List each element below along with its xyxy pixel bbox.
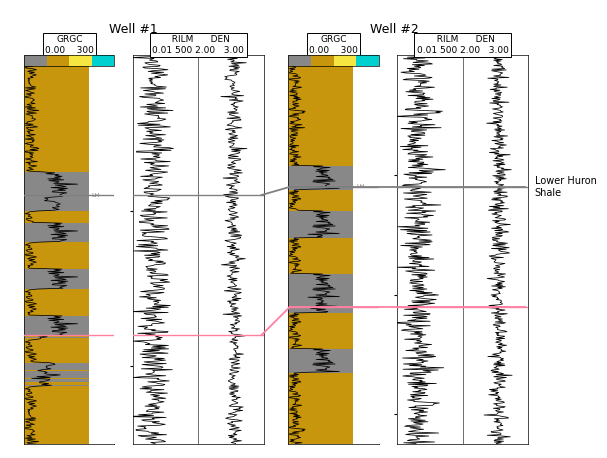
Text: Well #2: Well #2 [370, 23, 419, 36]
Text: Lower Huron
Shale: Lower Huron Shale [535, 176, 597, 197]
Text: GRGC
0.00    300: GRGC 0.00 300 [309, 35, 358, 55]
Text: LH: LH [356, 184, 364, 189]
Text: GRGC
0.00    300: GRGC 0.00 300 [45, 35, 93, 55]
Text: RILM      DEN
0.01 500 2.00   3.00: RILM DEN 0.01 500 2.00 3.00 [416, 35, 509, 55]
Text: RILM      DEN
0.01 500 2.00   3.00: RILM DEN 0.01 500 2.00 3.00 [152, 35, 244, 55]
Text: Well #1: Well #1 [109, 23, 158, 36]
Text: LH: LH [92, 193, 100, 197]
